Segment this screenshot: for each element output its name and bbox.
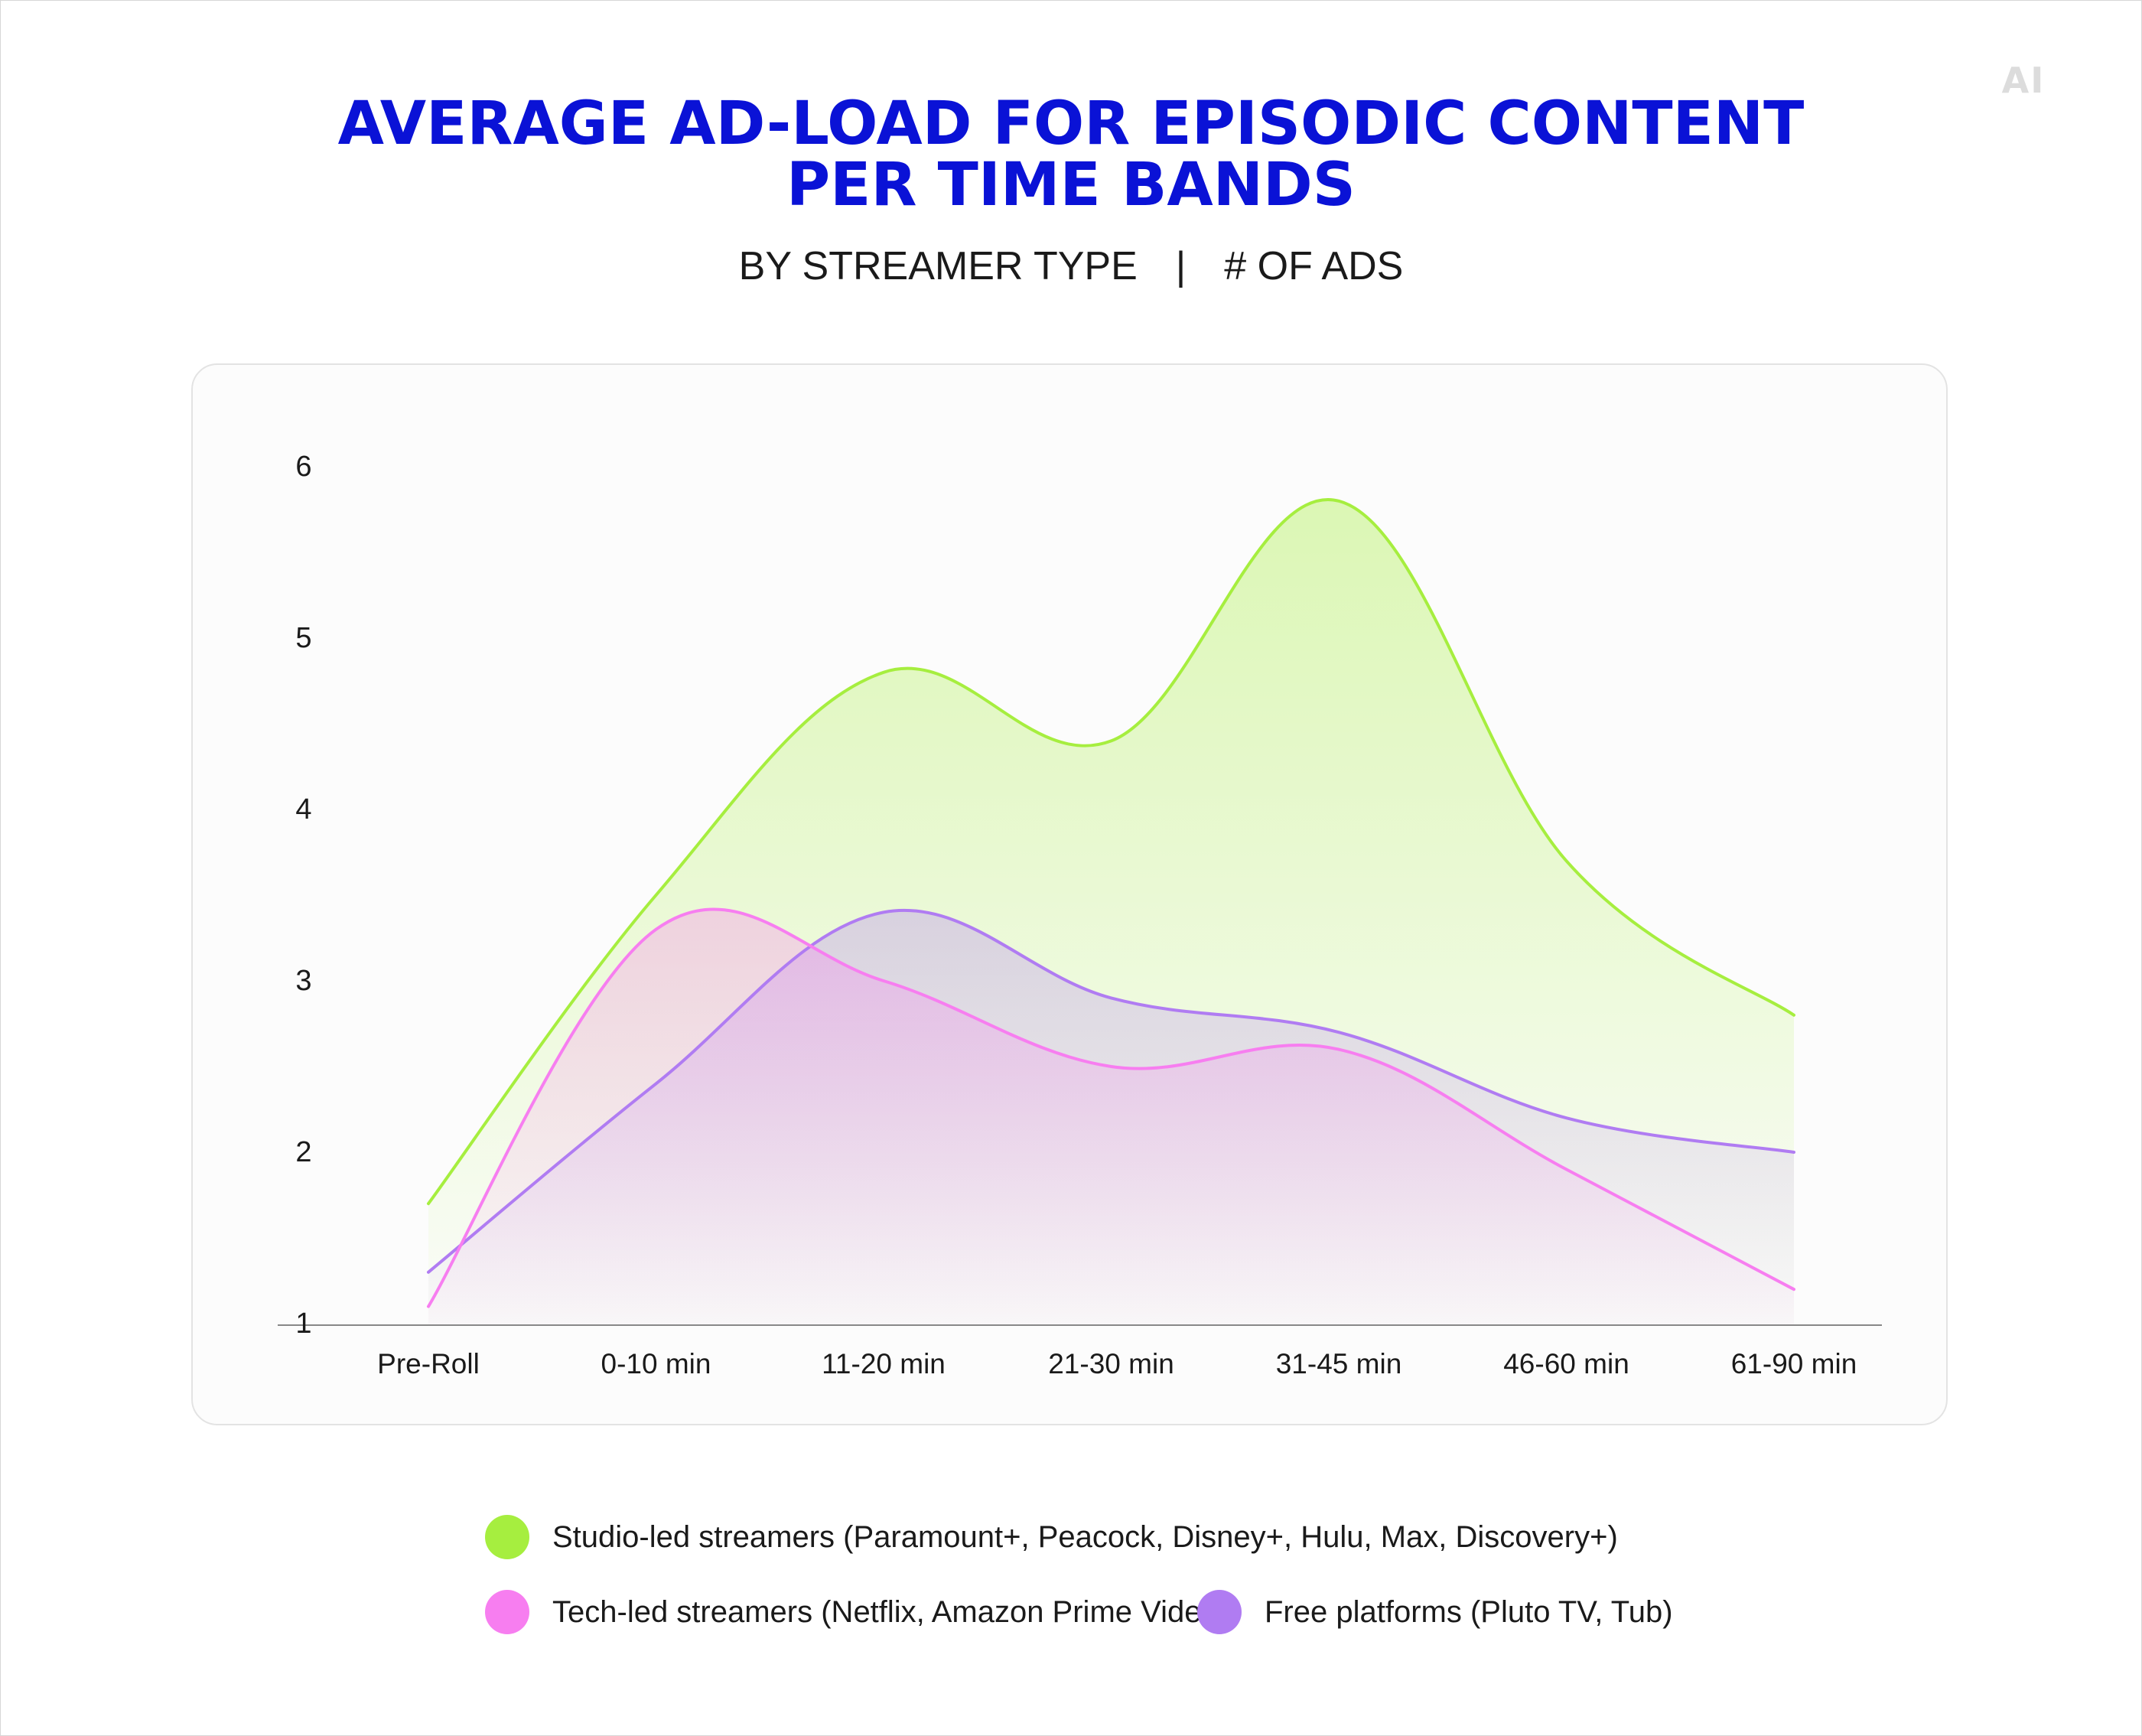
legend-item-free[interactable]: Free platforms (Pluto TV, Tub): [1197, 1590, 1673, 1634]
area-fills: [428, 499, 1794, 1325]
legend-swatch-tech: [485, 1590, 529, 1634]
x-tick-label: 11-20 min: [822, 1348, 946, 1379]
data-point-free-2: [881, 910, 886, 914]
y-tick-label: 3: [295, 965, 311, 997]
legend-swatch-free: [1197, 1590, 1242, 1634]
chart-subtitle: BY STREAMER TYPE | # OF ADS: [0, 243, 2142, 289]
data-point-free-4: [1336, 1030, 1341, 1034]
data-point-free-3: [1109, 995, 1114, 1000]
legend-swatch-studio: [485, 1515, 529, 1559]
subtitle-left: BY STREAMER TYPE: [738, 244, 1138, 288]
data-point-studioled-3: [1109, 738, 1114, 743]
y-tick-label: 6: [295, 451, 311, 483]
data-point-studioled-5: [1564, 858, 1569, 863]
data-point-techled-2: [881, 979, 886, 983]
x-tick-label: 0-10 min: [601, 1348, 711, 1379]
data-point-studioled-6: [1792, 1013, 1796, 1018]
chart-title-line-1: AVERAGE AD-LOAD FOR EPISODIC CONTENT: [337, 90, 1805, 158]
data-point-techled-0: [426, 1304, 431, 1309]
data-point-techled-5: [1564, 1167, 1569, 1171]
data-point-studioled-0: [426, 1201, 431, 1206]
x-tick-label: 31-45 min: [1276, 1348, 1402, 1379]
legend-item-studio[interactable]: Studio-led streamers (Paramount+, Peacoc…: [485, 1515, 1618, 1559]
data-point-studioled-2: [881, 670, 886, 675]
data-point-free-1: [654, 1081, 659, 1086]
legend-label-tech: Tech-led streamers (Netflix, Amazon Prim…: [552, 1594, 1229, 1629]
data-point-studioled-1: [654, 893, 659, 897]
y-tick-label: 1: [295, 1308, 311, 1340]
subtitle-separator: |: [1175, 244, 1187, 288]
subtitle-right: # OF ADS: [1224, 244, 1404, 288]
y-tick-label: 4: [295, 793, 311, 826]
ai-logo: AI: [2001, 60, 2046, 101]
series-lines: [426, 497, 1796, 1309]
x-tick-label: Pre-Roll: [377, 1348, 480, 1379]
y-tick-label: 2: [295, 1136, 311, 1168]
y-tick-label: 5: [295, 622, 311, 654]
data-point-techled-1: [654, 927, 659, 932]
chart-title-line-2: PER TIME BANDS: [786, 151, 1356, 220]
x-tick-label: 21-30 min: [1048, 1348, 1174, 1379]
legend-item-tech[interactable]: Tech-led streamers (Netflix, Amazon Prim…: [485, 1590, 1229, 1634]
legend-label-studio: Studio-led streamers (Paramount+, Peacoc…: [552, 1519, 1618, 1554]
legend-label-free: Free platforms (Pluto TV, Tub): [1265, 1594, 1673, 1629]
series-line-techled: [427, 907, 1795, 1308]
series-line-free: [427, 908, 1795, 1274]
data-point-free-0: [426, 1270, 431, 1275]
data-point-free-6: [1792, 1150, 1796, 1155]
data-point-techled-6: [1792, 1287, 1796, 1291]
area-fill-techled: [428, 909, 1794, 1325]
data-point-techled-3: [1109, 1064, 1114, 1069]
data-point-studioled-4: [1336, 499, 1341, 503]
x-tick-label: 46-60 min: [1503, 1348, 1629, 1379]
data-point-free-5: [1564, 1116, 1569, 1120]
series-line-studioled: [427, 497, 1795, 1206]
x-tick-label: 61-90 min: [1731, 1348, 1857, 1379]
data-point-techled-4: [1336, 1047, 1341, 1052]
chart-title: AVERAGE AD-LOAD FOR EPISODIC CONTENT PER…: [0, 93, 2142, 216]
